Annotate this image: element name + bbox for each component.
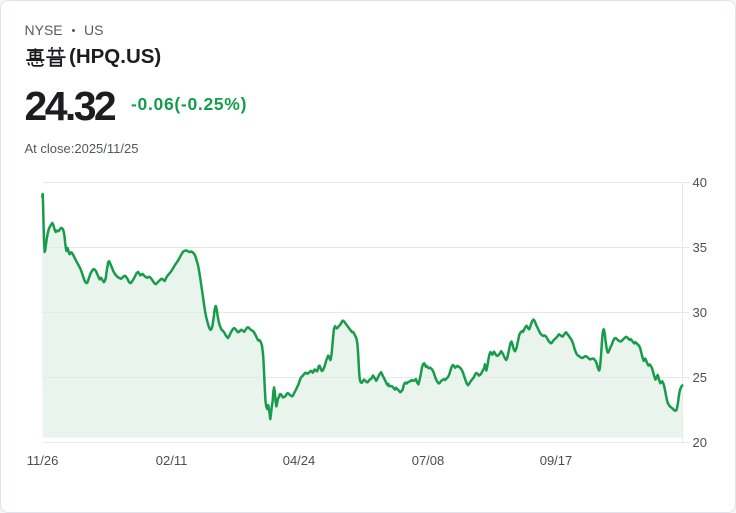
svg-text:40: 40 [693,175,707,190]
svg-text:25: 25 [693,370,707,385]
svg-text:09/17: 09/17 [540,453,573,468]
svg-text:20: 20 [693,435,707,450]
svg-text:35: 35 [693,240,707,255]
svg-text:02/11: 02/11 [156,453,188,468]
svg-text:11/26: 11/26 [27,453,59,468]
svg-text:04/24: 04/24 [283,453,316,468]
svg-text:07/08: 07/08 [412,453,445,468]
svg-text:30: 30 [693,305,707,320]
